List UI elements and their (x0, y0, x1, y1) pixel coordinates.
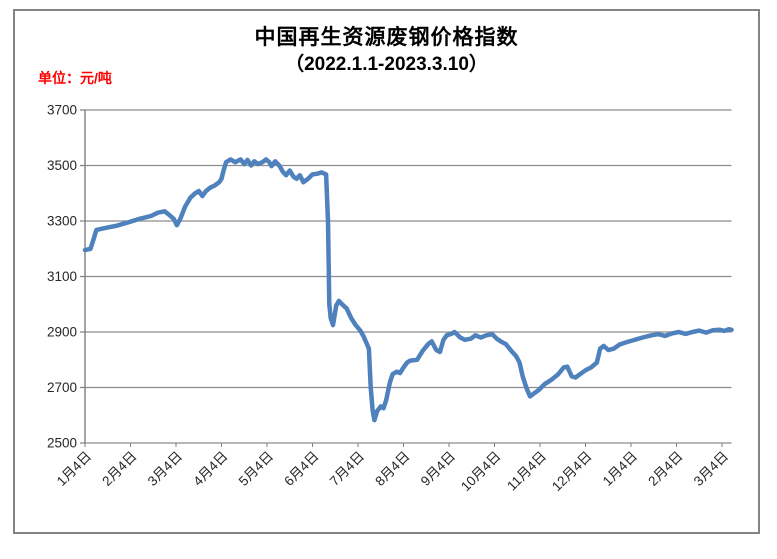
y-tick-label: 2900 (47, 325, 77, 340)
x-tick-label: 2月4日 (99, 449, 139, 489)
y-tick-label: 3300 (47, 214, 77, 229)
x-axis-tick-labels: 1月4日 2月4日 3月4日 4月4日 5月4日 6月4日 7月4日 8月4日 9月4日 10月4… (54, 443, 731, 494)
gridlines (80, 109, 732, 444)
x-tick-label: 9月4日 (418, 449, 458, 489)
x-tick-label: 1月4日 (600, 449, 640, 489)
x-tick-label: 4月4日 (190, 449, 230, 489)
x-tick-label: 1月4日 (54, 449, 94, 489)
y-axis-tick-labels: 3700 3500 3300 3100 2900 2700 2500 (47, 103, 77, 451)
x-tick-label: 8月4日 (372, 449, 412, 489)
unit-label: 单位：元/吨 (38, 70, 112, 86)
y-tick-label: 3100 (47, 269, 77, 284)
x-tick-label: 2月4日 (645, 449, 685, 489)
x-tick-label: 10月4日 (458, 449, 504, 495)
x-tick-label: 12月4日 (549, 449, 595, 495)
x-tick-label: 5月4日 (236, 449, 276, 489)
y-tick-label: 2500 (47, 436, 77, 451)
y-tick-label: 3700 (47, 103, 77, 118)
x-tick-label: 11月4日 (504, 449, 549, 494)
x-tick-label: 6月4日 (281, 449, 321, 489)
price-line (82, 157, 734, 423)
x-tick-label: 7月4日 (327, 449, 367, 489)
y-tick-label: 2700 (47, 380, 77, 395)
x-tick-label: 3月4日 (145, 449, 185, 489)
chart-frame (13, 9, 760, 534)
x-tick-label: 3月4日 (691, 449, 731, 489)
y-tick-label: 3500 (47, 158, 77, 173)
price-line-path (82, 157, 734, 423)
